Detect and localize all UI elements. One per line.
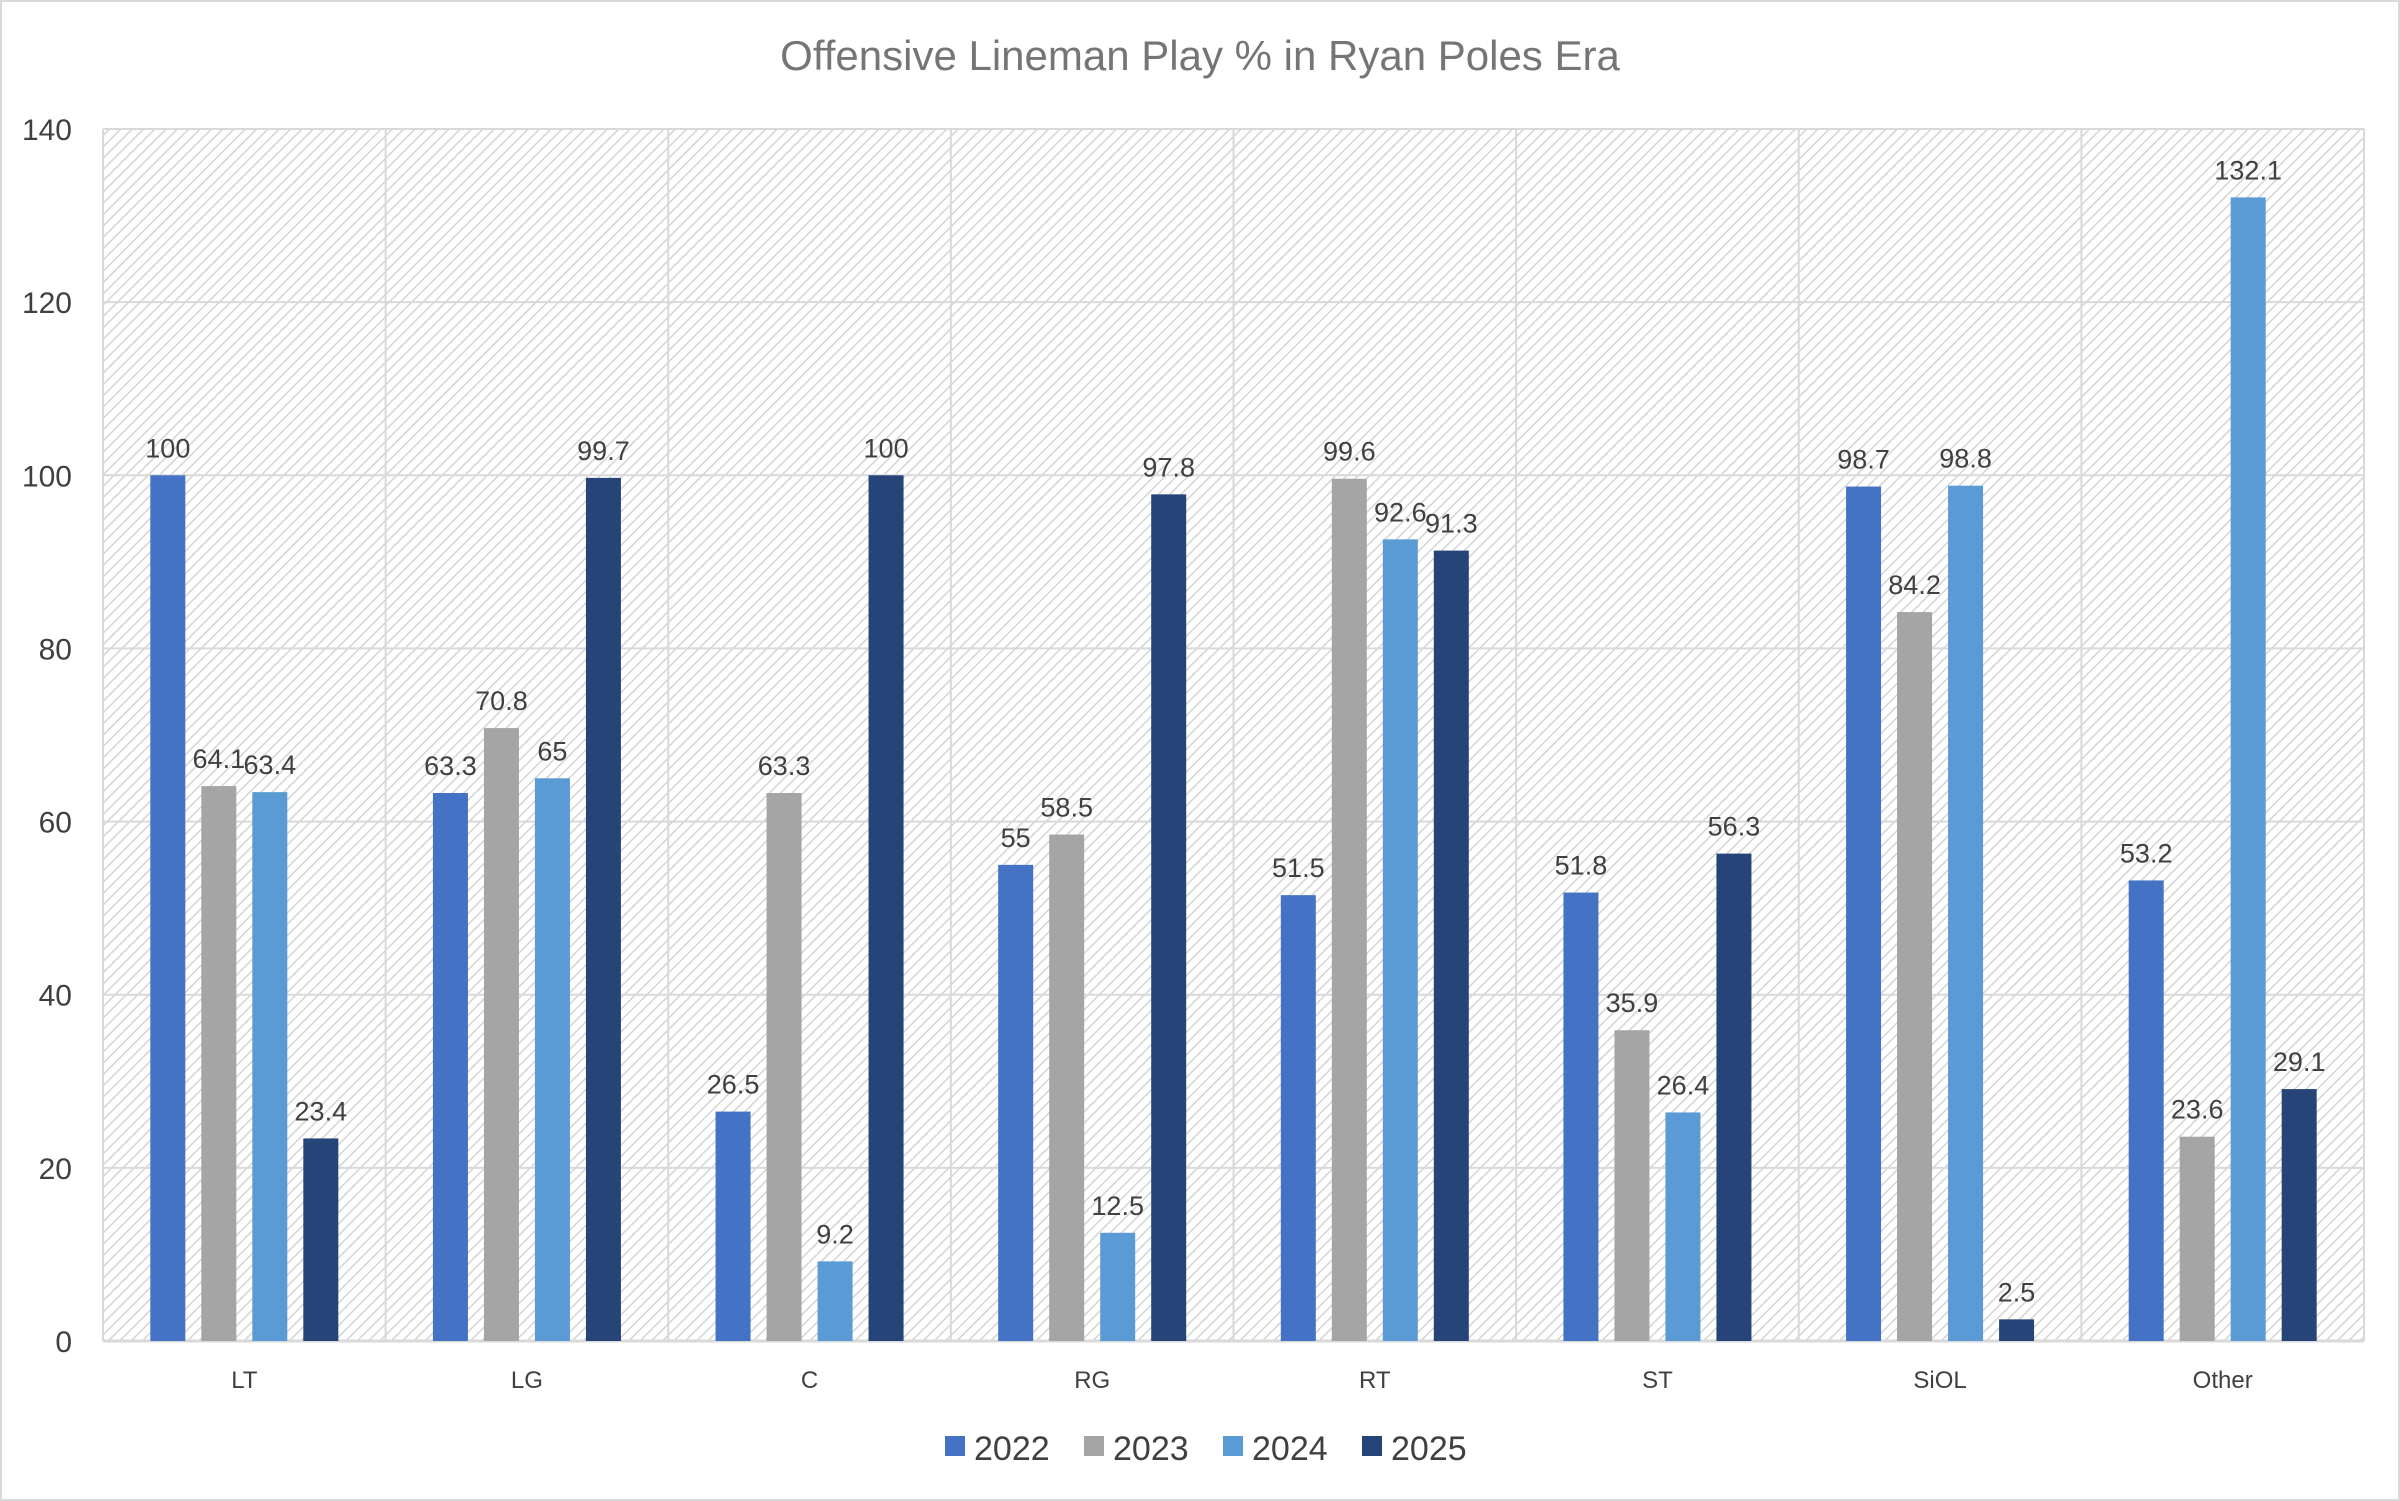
- data-label: 64.1: [193, 744, 246, 774]
- bar-2025-LT: [303, 1138, 339, 1341]
- bar-2025-RG: [1151, 494, 1187, 1341]
- legend-label: 2025: [1391, 1430, 1467, 1468]
- data-label: 91.3: [1425, 509, 1478, 539]
- bar-2023-C: [766, 793, 802, 1341]
- data-label: 100: [864, 433, 909, 463]
- data-label: 53.2: [2120, 838, 2173, 868]
- x-tick-label: SiOL: [1913, 1367, 1966, 1394]
- bar-2025-C: [868, 475, 904, 1341]
- legend-label: 2024: [1252, 1430, 1328, 1468]
- bar-2023-LT: [201, 786, 237, 1341]
- data-label: 63.4: [244, 750, 297, 780]
- data-label: 65: [537, 736, 567, 766]
- bar-2025-Other: [2281, 1089, 2317, 1341]
- legend-label: 2022: [974, 1430, 1050, 1468]
- y-tick-label: 120: [22, 287, 72, 320]
- data-label: 9.2: [816, 1219, 854, 1249]
- bar-2025-RT: [1433, 550, 1469, 1341]
- bar-2023-ST: [1614, 1030, 1650, 1341]
- bar-2022-SiOL: [1846, 486, 1882, 1341]
- bar-2024-Other: [2230, 197, 2266, 1341]
- legend-swatch-2024: [1223, 1436, 1243, 1456]
- data-label: 23.4: [295, 1096, 348, 1126]
- y-tick-label: 20: [39, 1153, 72, 1186]
- data-label: 26.4: [1657, 1070, 1710, 1100]
- bar-2024-LT: [252, 792, 288, 1341]
- bar-2022-Other: [2128, 880, 2164, 1341]
- bar-2022-RT: [1280, 895, 1316, 1341]
- data-label: 100: [145, 433, 190, 463]
- data-label: 23.6: [2171, 1095, 2224, 1125]
- bar-2024-RT: [1382, 539, 1418, 1341]
- data-label: 55: [1001, 823, 1031, 853]
- bar-2024-LG: [534, 778, 570, 1341]
- bar-2024-ST: [1665, 1112, 1701, 1341]
- legend-swatch-2023: [1084, 1436, 1104, 1456]
- bar-2022-ST: [1563, 892, 1599, 1341]
- legend-swatch-2022: [945, 1436, 965, 1456]
- bar-2025-ST: [1716, 853, 1752, 1341]
- bar-2022-LG: [432, 793, 468, 1341]
- data-label: 26.5: [707, 1070, 760, 1100]
- bar-2023-RG: [1049, 834, 1085, 1341]
- bar-2024-C: [817, 1261, 853, 1341]
- data-label: 63.3: [758, 751, 811, 781]
- data-label: 35.9: [1606, 988, 1659, 1018]
- y-tick-label: 0: [55, 1326, 72, 1359]
- data-label: 97.8: [1142, 452, 1195, 482]
- x-tick-label: LT: [231, 1367, 258, 1394]
- x-tick-label: RT: [1359, 1367, 1391, 1394]
- x-tick-label: Other: [2193, 1367, 2253, 1394]
- bar-2022-LT: [150, 475, 186, 1341]
- bar-2022-C: [715, 1111, 751, 1341]
- legend: 2022 2023 2024 2025: [945, 1430, 1467, 1468]
- data-label: 98.8: [1939, 444, 1992, 474]
- y-tick-label: 140: [22, 114, 72, 147]
- data-label: 51.8: [1555, 851, 1608, 881]
- x-tick-label: C: [801, 1367, 818, 1394]
- x-tick-label: ST: [1642, 1367, 1673, 1394]
- bar-2024-SiOL: [1948, 485, 1984, 1341]
- data-label: 63.3: [424, 751, 477, 781]
- y-tick-label: 80: [39, 633, 72, 666]
- bar-2025-LG: [585, 477, 621, 1342]
- bar-2024-RG: [1100, 1232, 1136, 1341]
- x-tick-label: RG: [1074, 1367, 1110, 1394]
- data-label: 58.5: [1040, 793, 1093, 823]
- data-label: 51.5: [1272, 853, 1325, 883]
- data-label: 99.7: [577, 436, 630, 466]
- data-label: 2.5: [1998, 1277, 2036, 1307]
- data-label: 70.8: [475, 686, 528, 716]
- chart-title: Offensive Lineman Play % in Ryan Poles E…: [780, 32, 1620, 79]
- data-label: 12.5: [1091, 1191, 1144, 1221]
- legend-label: 2023: [1113, 1430, 1189, 1468]
- bar-2022-RG: [998, 864, 1034, 1341]
- data-label: 29.1: [2273, 1047, 2326, 1077]
- bar-2023-LG: [483, 728, 519, 1341]
- legend-swatch-2025: [1362, 1436, 1382, 1456]
- bar-2023-SiOL: [1897, 612, 1933, 1341]
- data-label: 84.2: [1888, 570, 1941, 600]
- data-label: 132.1: [2214, 155, 2282, 185]
- bar-2023-RT: [1331, 478, 1367, 1342]
- x-tick-label: LG: [511, 1367, 543, 1394]
- bar-2023-Other: [2179, 1136, 2215, 1341]
- y-tick-label: 40: [39, 980, 72, 1013]
- data-label: 98.7: [1837, 445, 1890, 475]
- y-tick-label: 100: [22, 460, 72, 493]
- y-tick-label: 60: [39, 807, 72, 840]
- data-label: 56.3: [1708, 812, 1761, 842]
- data-label: 92.6: [1374, 497, 1427, 527]
- bar-2025-SiOL: [1999, 1319, 2035, 1341]
- data-label: 99.6: [1323, 437, 1376, 467]
